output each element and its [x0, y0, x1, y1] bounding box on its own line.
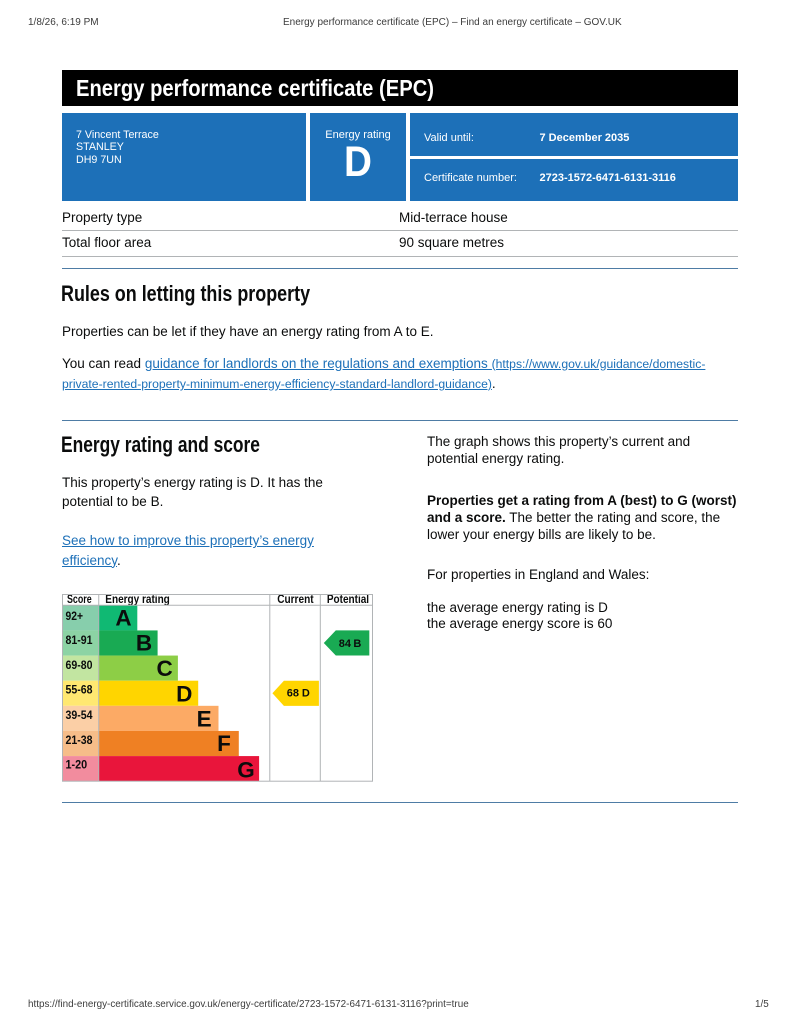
svg-text:Score: Score — [67, 594, 92, 606]
svg-text:55-68: 55-68 — [66, 684, 94, 696]
svg-text:G: G — [237, 757, 255, 782]
svg-text:D: D — [302, 687, 310, 699]
svg-text:B: B — [353, 637, 361, 649]
svg-text:Potential: Potential — [327, 594, 369, 606]
svg-text:F: F — [217, 731, 231, 756]
svg-text:84: 84 — [339, 637, 352, 649]
svg-text:B: B — [136, 630, 152, 655]
svg-text:Current: Current — [277, 594, 313, 606]
svg-text:Energy rating: Energy rating — [105, 594, 170, 606]
svg-text:A: A — [115, 605, 131, 630]
svg-text:39-54: 39-54 — [66, 709, 94, 721]
svg-text:81-91: 81-91 — [66, 634, 94, 646]
svg-text:D: D — [176, 681, 192, 706]
svg-text:1-20: 1-20 — [66, 759, 88, 771]
svg-text:69-80: 69-80 — [66, 659, 93, 671]
svg-text:E: E — [197, 706, 212, 731]
svg-text:92+: 92+ — [66, 611, 84, 623]
svg-text:C: C — [156, 656, 172, 681]
svg-text:21-38: 21-38 — [66, 735, 94, 747]
svg-text:68: 68 — [287, 687, 299, 699]
